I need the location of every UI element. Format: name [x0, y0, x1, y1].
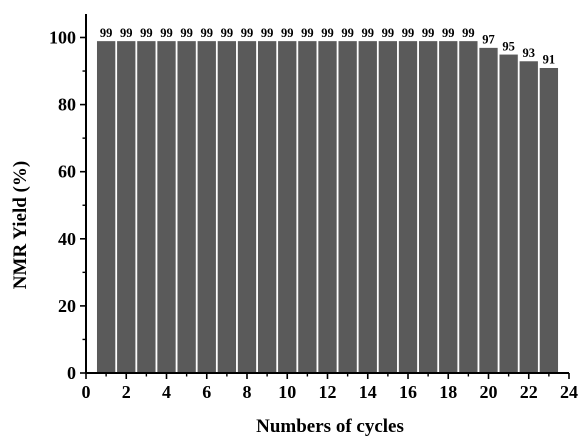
bar-cycle-11 — [297, 40, 318, 374]
y-tick-label-20: 20 — [58, 296, 76, 316]
bar-cycle-7 — [217, 40, 237, 374]
bar-cycle-22 — [518, 60, 539, 374]
data-label-cycle-19: 99 — [462, 26, 475, 40]
bar-cycle-18 — [438, 40, 459, 374]
bar-cycle-8 — [237, 40, 257, 374]
data-label-cycle-5: 99 — [180, 26, 193, 40]
x-axis-title: Numbers of cycles — [256, 416, 404, 437]
x-tick-label-22: 22 — [520, 382, 538, 402]
bar-cycle-1 — [96, 40, 116, 374]
data-label-cycle-14: 99 — [362, 26, 375, 40]
x-tick-label-24: 24 — [560, 382, 578, 402]
y-tick-label-60: 60 — [58, 162, 76, 182]
data-label-cycle-6: 99 — [201, 26, 214, 40]
x-tick-label-8: 8 — [243, 382, 252, 402]
data-label-cycle-20: 97 — [482, 33, 495, 47]
x-tick-label-12: 12 — [319, 382, 337, 402]
bar-cycle-16 — [398, 40, 418, 374]
bar-cycle-12 — [317, 40, 338, 374]
x-tick-label-14: 14 — [359, 382, 377, 402]
x-tick-label-20: 20 — [480, 382, 498, 402]
data-label-cycle-18: 99 — [442, 26, 455, 40]
data-labels-layer: 99 99 99 99 99 99 99 99 99 99 99 99 99 99 99 99 99 99 99 97… — [100, 26, 555, 67]
data-label-cycle-15: 99 — [382, 26, 395, 40]
data-label-cycle-22: 93 — [523, 46, 536, 60]
data-label-cycle-17: 99 — [422, 26, 435, 40]
bar-cycle-13 — [337, 40, 358, 374]
data-label-cycle-11: 99 — [301, 26, 314, 40]
bar-cycle-6 — [196, 40, 217, 374]
bar-cycle-23 — [539, 67, 559, 374]
bar-cycle-14 — [357, 40, 378, 374]
data-label-cycle-4: 99 — [160, 26, 173, 40]
y-tick-label-40: 40 — [58, 229, 76, 249]
bars-layer — [96, 40, 559, 374]
data-label-cycle-23: 91 — [543, 53, 556, 67]
data-label-cycle-10: 99 — [281, 26, 294, 40]
x-tick-label-6: 6 — [202, 382, 211, 402]
y-tick-label-0: 0 — [67, 363, 76, 383]
bar-cycle-17 — [418, 40, 438, 374]
data-label-cycle-2: 99 — [120, 26, 133, 40]
bar-cycle-5 — [176, 40, 197, 374]
bar-cycle-21 — [498, 53, 519, 374]
bar-cycle-19 — [458, 40, 479, 374]
x-tick-label-0: 0 — [82, 382, 91, 402]
bar-cycle-3 — [136, 40, 157, 374]
bar-cycle-4 — [156, 40, 177, 374]
bar-cycle-15 — [378, 40, 398, 374]
x-tick-label-18: 18 — [439, 382, 457, 402]
x-tick-label-2: 2 — [122, 382, 131, 402]
data-label-cycle-12: 99 — [321, 26, 334, 40]
bar-cycle-10 — [277, 40, 298, 374]
x-tick-label-16: 16 — [399, 382, 417, 402]
y-tick-label-80: 80 — [58, 95, 76, 115]
data-label-cycle-9: 99 — [261, 26, 274, 40]
data-label-cycle-7: 99 — [221, 26, 234, 40]
x-tick-label-4: 4 — [162, 382, 171, 402]
y-tick-label-100: 100 — [49, 27, 76, 47]
data-label-cycle-21: 95 — [502, 39, 515, 53]
data-label-cycle-1: 99 — [100, 26, 113, 40]
bar-cycle-9 — [257, 40, 277, 374]
bar-cycle-20 — [478, 47, 499, 374]
y-axis-title: NMR Yield (%) — [10, 161, 31, 289]
x-tick-label-10: 10 — [278, 382, 296, 402]
data-label-cycle-13: 99 — [341, 26, 354, 40]
data-label-cycle-3: 99 — [140, 26, 153, 40]
bar-cycle-2 — [116, 40, 137, 374]
data-label-cycle-16: 99 — [402, 26, 415, 40]
data-label-cycle-8: 99 — [241, 26, 254, 40]
